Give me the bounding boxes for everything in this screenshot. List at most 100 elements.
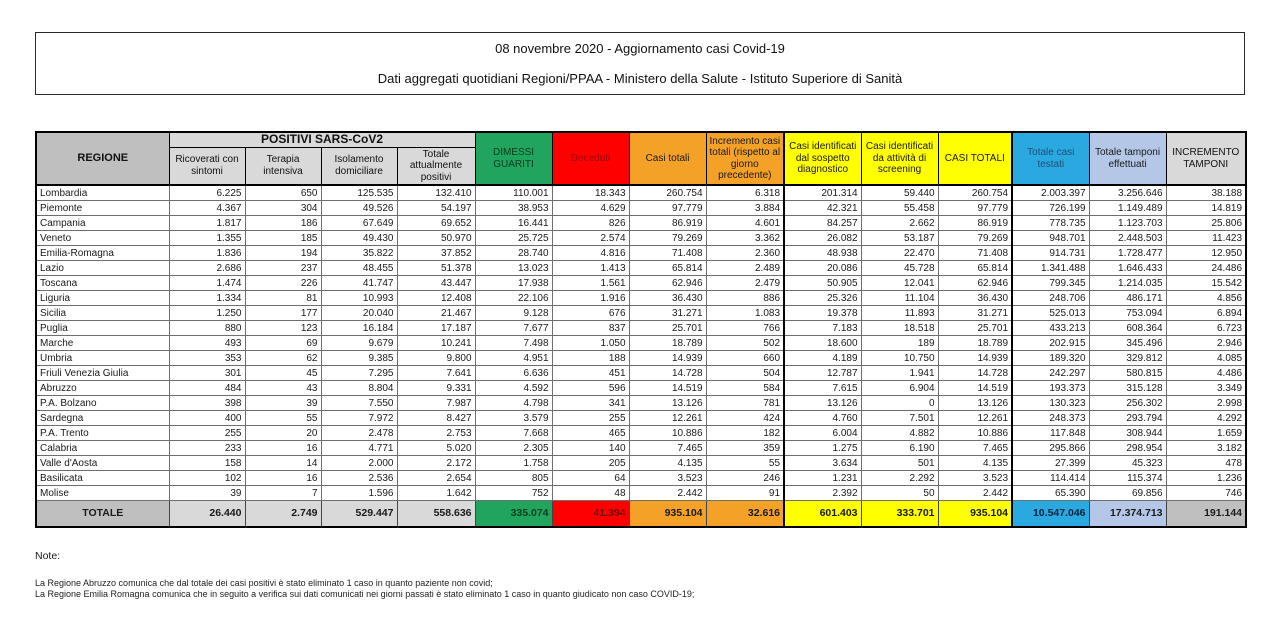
value-cell: 9.128 bbox=[474, 305, 553, 321]
value-cell: 65.814 bbox=[937, 260, 1014, 276]
value-cell: 13.126 bbox=[783, 395, 862, 411]
value-cell: 493 bbox=[168, 335, 246, 351]
value-cell: 24.486 bbox=[1165, 260, 1247, 276]
region-cell: Umbria bbox=[35, 350, 170, 366]
value-cell: 2.305 bbox=[474, 440, 553, 456]
value-cell: 4.629 bbox=[551, 200, 630, 216]
region-cell: Piemonte bbox=[35, 200, 170, 216]
table-row: P.A. Trento 255 20 2.478 2.753 7.668 465 10.886… bbox=[35, 425, 1247, 441]
value-cell: 45 bbox=[244, 365, 322, 381]
value-cell: 188 bbox=[551, 350, 630, 366]
value-cell: 81 bbox=[244, 290, 322, 306]
value-cell: 4.189 bbox=[783, 350, 862, 366]
value-cell: 2.574 bbox=[551, 230, 630, 246]
value-cell: 18.343 bbox=[551, 184, 630, 201]
value-cell: 3.523 bbox=[628, 470, 707, 486]
value-cell: 315.128 bbox=[1088, 380, 1167, 396]
value-cell: 3.362 bbox=[705, 230, 785, 246]
region-cell: Sardegna bbox=[35, 410, 170, 426]
value-cell: 2.489 bbox=[705, 260, 785, 276]
value-cell: 1.236 bbox=[1165, 470, 1247, 486]
value-cell: 36.430 bbox=[937, 290, 1014, 306]
table-row: Emilia-Romagna 1.836 194 35.822 37.852 28.740… bbox=[35, 245, 1247, 261]
value-cell: 25.701 bbox=[628, 320, 707, 336]
value-cell: 2.478 bbox=[320, 425, 398, 441]
value-cell: 7.615 bbox=[783, 380, 862, 396]
value-cell: 31.271 bbox=[937, 305, 1014, 321]
value-cell: 10.886 bbox=[628, 425, 707, 441]
total-row: TOTALE 26.440 2.749 529.447 558.636 335.074 41… bbox=[35, 500, 1247, 528]
value-cell: 69.856 bbox=[1088, 485, 1167, 501]
value-cell: 125.535 bbox=[320, 184, 398, 201]
table-row: Toscana 1.474 226 41.747 43.447 17.938 1.561 62… bbox=[35, 275, 1247, 291]
value-cell: 1.758 bbox=[474, 455, 553, 471]
value-cell: 295.866 bbox=[1011, 440, 1090, 456]
value-cell: 7.641 bbox=[396, 365, 476, 381]
value-cell: 48 bbox=[551, 485, 630, 501]
value-cell: 16 bbox=[244, 440, 322, 456]
value-cell: 14.939 bbox=[628, 350, 707, 366]
value-cell: 17.938 bbox=[474, 275, 553, 291]
column-header-screening: Casi identificati da attività di screeni… bbox=[860, 131, 939, 186]
value-cell: 18.600 bbox=[783, 335, 862, 351]
column-header-incremento-casi: Incremento casi totali (rispetto al gior… bbox=[705, 131, 785, 186]
value-cell: 64 bbox=[551, 470, 630, 486]
value-cell: 45.728 bbox=[860, 260, 939, 276]
table-row: Basilicata 102 16 2.536 2.654 805 64 3.523 246 1.… bbox=[35, 470, 1247, 486]
value-cell: 43 bbox=[244, 380, 322, 396]
total-value-cell: 558.636 bbox=[396, 500, 476, 528]
value-cell: 182 bbox=[705, 425, 785, 441]
value-cell: 781 bbox=[705, 395, 785, 411]
column-header-deceduti: Deceduti bbox=[551, 131, 630, 186]
column-header-totale-positivi: Totale attualmente positivi bbox=[396, 146, 476, 186]
value-cell: 15.542 bbox=[1165, 275, 1247, 291]
value-cell: 260.754 bbox=[937, 184, 1014, 201]
region-cell: Basilicata bbox=[35, 470, 170, 486]
value-cell: 97.779 bbox=[628, 200, 707, 216]
value-cell: 86.919 bbox=[628, 215, 707, 231]
value-cell: 3.634 bbox=[783, 455, 862, 471]
value-cell: 12.408 bbox=[396, 290, 476, 306]
region-cell: Campania bbox=[35, 215, 170, 231]
value-cell: 2.172 bbox=[396, 455, 476, 471]
value-cell: 12.261 bbox=[628, 410, 707, 426]
region-cell: Puglia bbox=[35, 320, 170, 336]
value-cell: 525.013 bbox=[1011, 305, 1090, 321]
value-cell: 1.941 bbox=[860, 365, 939, 381]
value-cell: 255 bbox=[551, 410, 630, 426]
total-value-cell: 935.104 bbox=[628, 500, 707, 528]
value-cell: 49.526 bbox=[320, 200, 398, 216]
value-cell: 1.642 bbox=[396, 485, 476, 501]
table-row: Campania 1.817 186 67.649 69.652 16.441 826 86.… bbox=[35, 215, 1247, 231]
value-cell: 837 bbox=[551, 320, 630, 336]
column-header-dimessi-guariti: DIMESSI GUARITI bbox=[474, 131, 553, 186]
table-row: Lombardia 6.225 650 125.535 132.410 110.001 18… bbox=[35, 184, 1247, 201]
table-footer: TOTALE 26.440 2.749 529.447 558.636 335.074 41… bbox=[35, 500, 1247, 528]
region-cell: Liguria bbox=[35, 290, 170, 306]
total-value-cell: 191.144 bbox=[1165, 500, 1247, 528]
value-cell: 465 bbox=[551, 425, 630, 441]
value-cell: 2.442 bbox=[937, 485, 1014, 501]
total-label-cell: TOTALE bbox=[35, 500, 170, 528]
value-cell: 17.187 bbox=[396, 320, 476, 336]
value-cell: 451 bbox=[551, 365, 630, 381]
header-row-groups: REGIONE POSITIVI SARS-CoV2 DIMESSI GUARI… bbox=[35, 131, 1247, 186]
total-value-cell: 17.374.713 bbox=[1088, 500, 1167, 528]
value-cell: 424 bbox=[705, 410, 785, 426]
value-cell: 84.257 bbox=[783, 215, 862, 231]
value-cell: 6.190 bbox=[860, 440, 939, 456]
value-cell: 59.440 bbox=[860, 184, 939, 201]
value-cell: 4.135 bbox=[937, 455, 1014, 471]
value-cell: 97.779 bbox=[937, 200, 1014, 216]
total-value-cell: 32.616 bbox=[705, 500, 785, 528]
value-cell: 22.106 bbox=[474, 290, 553, 306]
value-cell: 1.275 bbox=[783, 440, 862, 456]
value-cell: 6.225 bbox=[168, 184, 246, 201]
table-row: Marche 493 69 9.679 10.241 7.498 1.050 18.789 50… bbox=[35, 335, 1247, 351]
value-cell: 177 bbox=[244, 305, 322, 321]
value-cell: 69.652 bbox=[396, 215, 476, 231]
value-cell: 53.187 bbox=[860, 230, 939, 246]
value-cell: 9.331 bbox=[396, 380, 476, 396]
value-cell: 14.728 bbox=[937, 365, 1014, 381]
value-cell: 194 bbox=[244, 245, 322, 261]
